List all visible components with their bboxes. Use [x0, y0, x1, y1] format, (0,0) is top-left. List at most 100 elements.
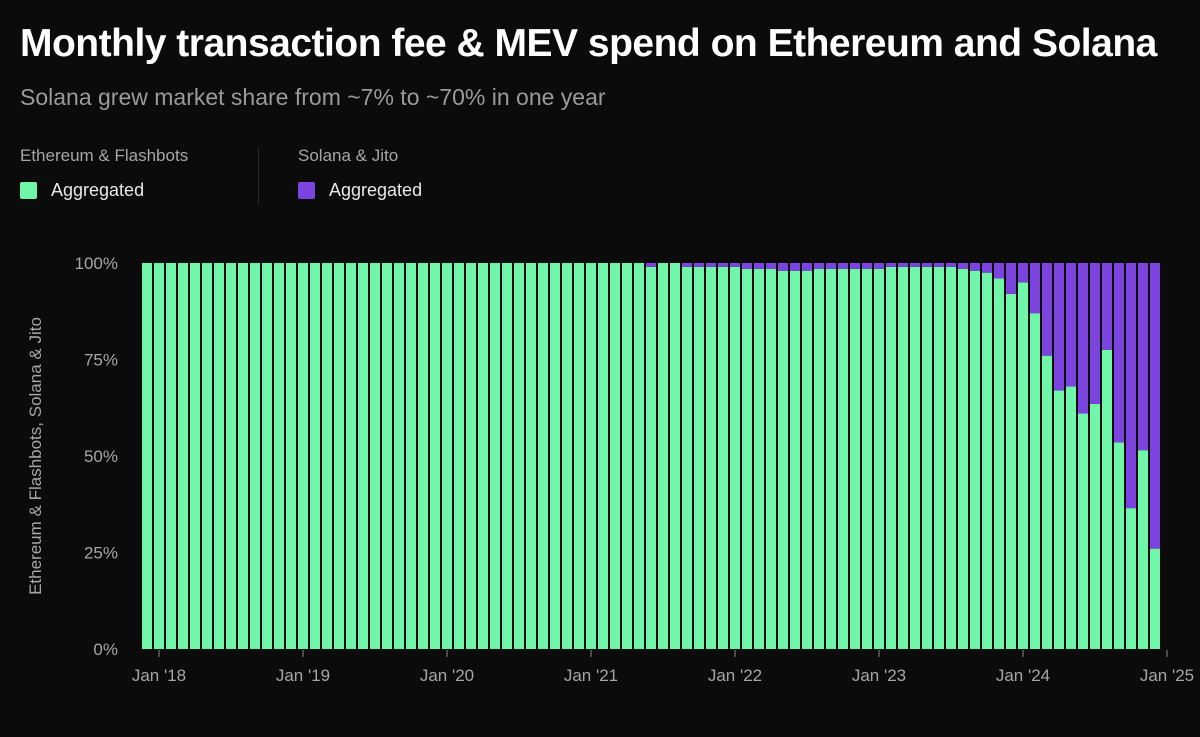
legend-divider — [258, 148, 259, 204]
bar-segment-ethereum — [478, 263, 488, 649]
bar-segment-ethereum — [406, 263, 416, 649]
y-axis-ticks: 0% 25% 50% 75% 100% — [75, 254, 118, 659]
bar-segment-ethereum — [886, 266, 896, 649]
bars — [142, 263, 1160, 649]
bar-segment-ethereum — [154, 263, 164, 649]
bar-segment-ethereum — [754, 268, 764, 649]
bar-segment-ethereum — [766, 268, 776, 649]
bar-segment-ethereum — [1042, 355, 1052, 649]
bar-segment-ethereum — [610, 263, 620, 649]
bar-segment-ethereum — [646, 266, 656, 649]
bar-segment-solana — [922, 263, 932, 267]
legend-swatch-solana — [298, 182, 315, 199]
bar-segment-solana — [886, 263, 896, 267]
legend-item-solana[interactable]: Aggregated — [298, 180, 422, 201]
bar-segment-solana — [1054, 263, 1064, 391]
bar-segment-solana — [742, 263, 752, 269]
bar-segment-ethereum — [694, 266, 704, 649]
bar-segment-solana — [790, 263, 800, 271]
bar-segment-solana — [958, 263, 968, 269]
bar-segment-ethereum — [598, 263, 608, 649]
bar-segment-solana — [766, 263, 776, 269]
bar-segment-ethereum — [1114, 442, 1124, 649]
bar-segment-ethereum — [874, 268, 884, 649]
x-tick-label: Jan '24 — [996, 666, 1050, 685]
legend-label: Aggregated — [329, 180, 423, 200]
bar-segment-solana — [1102, 263, 1112, 350]
bar-segment-ethereum — [238, 263, 248, 649]
bar-segment-ethereum — [334, 263, 344, 649]
bar-segment-solana — [1066, 263, 1076, 387]
bar-segment-ethereum — [466, 263, 476, 649]
y-tick-label: 100% — [75, 254, 118, 273]
legend-group-solana: Solana & Jito Aggregated — [298, 146, 422, 201]
chart-subtitle: Solana grew market share from ~7% to ~70… — [20, 84, 606, 110]
bar-segment-ethereum — [382, 263, 392, 649]
bar-segment-ethereum — [1102, 349, 1112, 649]
y-axis-title: Ethereum & Flashbots, Solana & Jito — [26, 317, 45, 595]
bar-segment-ethereum — [1138, 450, 1148, 649]
bar-segment-ethereum — [526, 263, 536, 649]
bar-segment-ethereum — [622, 263, 632, 649]
bar-segment-ethereum — [958, 268, 968, 649]
bar-segment-solana — [778, 263, 788, 271]
bar-segment-solana — [850, 263, 860, 269]
bar-segment-ethereum — [346, 263, 356, 649]
legend-group-title: Ethereum & Flashbots — [20, 146, 189, 165]
bar-segment-solana — [910, 263, 920, 267]
bar-segment-ethereum — [214, 263, 224, 649]
bar-segment-ethereum — [1150, 548, 1160, 649]
y-tick-label: 25% — [84, 544, 118, 563]
bar-segment-solana — [706, 263, 716, 267]
bar-segment-ethereum — [1126, 508, 1136, 649]
bar-segment-solana — [1126, 263, 1136, 509]
bar-segment-ethereum — [562, 263, 572, 649]
bar-segment-ethereum — [790, 270, 800, 649]
bar-segment-ethereum — [826, 268, 836, 649]
bar-segment-solana — [1090, 263, 1100, 404]
x-axis-ticks: Jan '18 Jan '19 Jan '20 Jan '21 Jan '22 Jan '… — [132, 650, 1194, 685]
bar-segment-ethereum — [1090, 403, 1100, 649]
bar-segment-ethereum — [454, 263, 464, 649]
bar-segment-ethereum — [490, 263, 500, 649]
bar-segment-ethereum — [514, 263, 524, 649]
legend-item-ethereum[interactable]: Aggregated — [20, 180, 188, 201]
x-tick-label: Jan '21 — [564, 666, 618, 685]
bar-segment-solana — [1030, 263, 1040, 314]
x-tick-label: Jan '22 — [708, 666, 762, 685]
bar-segment-solana — [982, 263, 992, 273]
bar-segment-ethereum — [166, 263, 176, 649]
legend-swatch-ethereum — [20, 182, 37, 199]
bar-segment-ethereum — [538, 263, 548, 649]
bar-segment-ethereum — [634, 263, 644, 649]
bar-segment-ethereum — [358, 263, 368, 649]
bar-segment-solana — [970, 263, 980, 271]
legend-group-title: Solana & Jito — [298, 146, 399, 165]
bar-segment-ethereum — [778, 270, 788, 649]
bar-segment-ethereum — [730, 266, 740, 649]
bar-segment-solana — [1042, 263, 1052, 356]
bar-segment-solana — [1150, 263, 1160, 549]
y-axis-title-group: Ethereum & Flashbots, Solana & Jito — [26, 317, 45, 595]
bar-segment-ethereum — [682, 266, 692, 649]
chart-title: Monthly transaction fee & MEV spend on E… — [20, 22, 1157, 65]
bar-segment-ethereum — [262, 263, 272, 649]
bar-segment-ethereum — [934, 266, 944, 649]
bar-segment-solana — [1138, 263, 1148, 451]
bar-segment-solana — [730, 263, 740, 267]
bar-segment-solana — [1078, 263, 1088, 414]
bar-segment-solana — [694, 263, 704, 267]
bar-segment-ethereum — [718, 266, 728, 649]
bar-segment-solana — [1114, 263, 1124, 443]
bar-segment-ethereum — [574, 263, 584, 649]
bar-segment-solana — [934, 263, 944, 267]
bar-segment-ethereum — [394, 263, 404, 649]
bar-segment-ethereum — [802, 270, 812, 649]
bar-segment-ethereum — [286, 263, 296, 649]
bar-segment-ethereum — [982, 272, 992, 649]
y-tick-label: 75% — [84, 351, 118, 370]
bar-segment-ethereum — [190, 263, 200, 649]
bar-segment-solana — [682, 263, 692, 267]
bar-segment-ethereum — [910, 266, 920, 649]
bar-segment-solana — [1018, 263, 1028, 283]
